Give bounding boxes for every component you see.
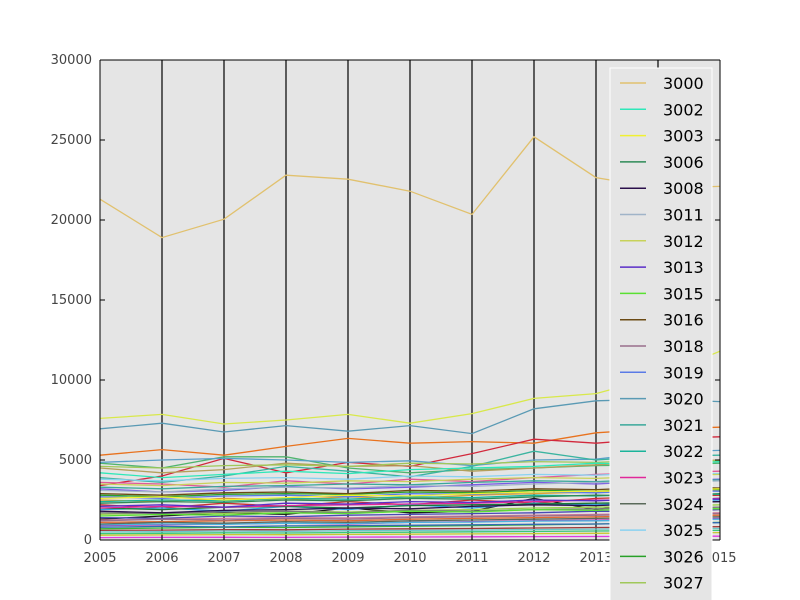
x-tick-label: 2007	[207, 551, 240, 566]
x-tick-label: 2010	[393, 551, 426, 566]
x-tick-label: 2005	[83, 551, 116, 566]
x-tick-label: 2013	[579, 551, 612, 566]
legend-label: 3000	[663, 74, 704, 93]
x-tick-label: 2012	[517, 551, 550, 566]
legend-label: 3024	[663, 495, 704, 514]
legend: 3000 3002 3003 3006 3008 3011 3012 3013 3015 3016…	[609, 67, 713, 600]
legend-label: 3003	[663, 127, 704, 146]
legend-label: 3026	[663, 547, 704, 566]
x-tick-label: 2008	[269, 551, 302, 566]
x-tick-label: 2009	[331, 551, 364, 566]
legend-label: 3019	[663, 363, 704, 382]
legend-label: 3012	[663, 232, 704, 251]
legend-label: 3025	[663, 521, 704, 540]
legend-label: 3021	[663, 416, 704, 435]
legend-label: 3023	[663, 469, 704, 488]
legend-label: 3008	[663, 179, 704, 198]
legend-label: 3022	[663, 442, 704, 461]
legend-label: 3015	[663, 284, 704, 303]
legend-label: 3011	[663, 206, 704, 225]
y-tick-label: 25000	[51, 133, 92, 148]
y-tick-label: 20000	[51, 213, 92, 228]
legend-label: 3016	[663, 311, 704, 330]
legend-label: 3013	[663, 258, 704, 277]
y-tick-label: 15000	[51, 293, 92, 308]
y-tick-label: 5000	[59, 453, 92, 468]
y-tick-label: 0	[84, 533, 92, 548]
x-tick-label: 2006	[145, 551, 178, 566]
legend-label: 3018	[663, 337, 704, 356]
x-tick-label: 2011	[455, 551, 488, 566]
legend-label: 3020	[663, 390, 704, 409]
legend-label: 3027	[663, 574, 704, 593]
legend-box	[609, 67, 713, 600]
legend-label: 3002	[663, 100, 704, 119]
y-tick-label: 10000	[51, 373, 92, 388]
legend-label: 3006	[663, 153, 704, 172]
y-tick-label: 30000	[51, 53, 92, 68]
